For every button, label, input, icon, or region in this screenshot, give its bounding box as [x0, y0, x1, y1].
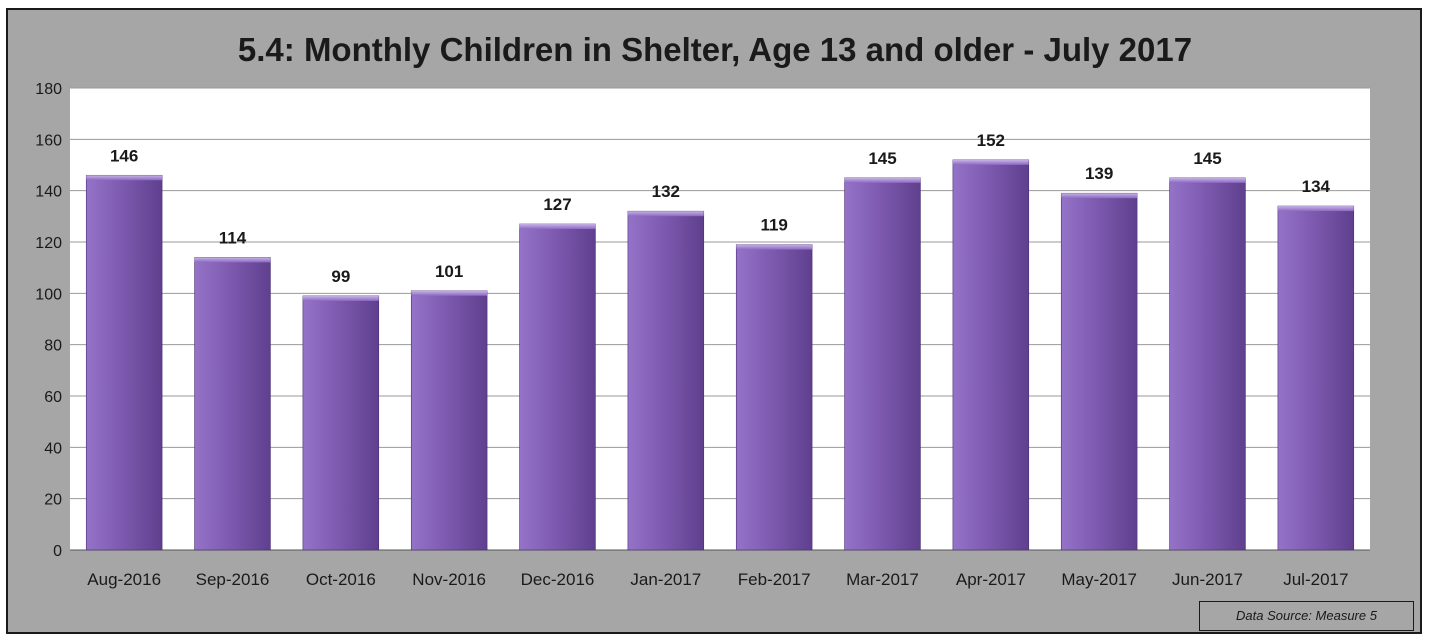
data-label: 99 — [331, 267, 350, 286]
bar-top-highlight — [1169, 177, 1246, 183]
bars — [85, 159, 1355, 551]
bar-top-highlight — [194, 257, 271, 263]
y-tick-label: 140 — [35, 184, 62, 201]
x-tick-label: May-2017 — [1061, 570, 1137, 589]
data-label: 114 — [219, 228, 247, 247]
y-tick-label: 180 — [35, 81, 62, 98]
x-tick-label: Nov-2016 — [412, 570, 486, 589]
bar — [844, 177, 921, 551]
y-tick-label: 0 — [53, 543, 62, 560]
bar — [952, 159, 1030, 551]
data-source-note: Data Source: Measure 5 — [1199, 601, 1414, 631]
x-tick-label: Apr-2017 — [956, 570, 1026, 589]
data-label: 132 — [652, 182, 680, 201]
bar-top-highlight — [736, 244, 813, 250]
bar — [519, 223, 596, 551]
x-tick-label: Oct-2016 — [306, 570, 376, 589]
data-label: 145 — [868, 149, 896, 168]
bar-top-highlight — [844, 177, 921, 183]
bar-top-highlight — [952, 159, 1029, 165]
y-axis: 0 20 40 60 80 100 120 140 160 180 — [35, 81, 62, 560]
gridlines — [70, 87, 1370, 551]
data-label: 145 — [1193, 149, 1221, 168]
data-label: 134 — [1302, 177, 1331, 196]
x-tick-label: Jan-2017 — [630, 570, 701, 589]
y-tick-label: 80 — [44, 338, 62, 355]
y-tick-label: 100 — [35, 286, 62, 303]
y-tick-label: 160 — [35, 132, 62, 149]
x-tick-label: Sep-2016 — [196, 570, 270, 589]
bar — [1277, 205, 1355, 551]
bar-top-highlight — [1277, 206, 1354, 212]
y-tick-label: 120 — [35, 235, 62, 252]
bar-top-highlight — [86, 175, 163, 181]
bar — [410, 290, 488, 551]
bar — [1060, 192, 1138, 551]
bar — [85, 174, 163, 551]
x-tick-label: Jun-2017 — [1172, 570, 1243, 589]
y-tick-label: 60 — [44, 389, 62, 406]
data-label: 101 — [435, 262, 463, 281]
x-tick-label: Aug-2016 — [87, 570, 161, 589]
bar-top-highlight — [411, 290, 488, 296]
data-label: 139 — [1085, 164, 1113, 183]
x-tick-label: Mar-2017 — [846, 570, 919, 589]
plot-area — [70, 88, 1370, 550]
data-labels: 146 114 99 101 127 132 119 145 152 139 145 134 — [110, 131, 1331, 286]
x-axis: Aug-2016 Sep-2016 Oct-2016 Nov-2016 Dec-2016… — [87, 570, 1348, 589]
bar-top-highlight — [302, 295, 379, 301]
data-label: 127 — [543, 195, 571, 214]
x-tick-label: Dec-2016 — [521, 570, 595, 589]
bar-top-highlight — [519, 224, 596, 230]
x-tick-label: Feb-2017 — [738, 570, 811, 589]
chart-title: 5.4: Monthly Children in Shelter, Age 13… — [237, 31, 1193, 68]
bar — [302, 295, 380, 551]
x-tick-label: Jul-2017 — [1283, 570, 1348, 589]
bar-top-highlight — [1061, 193, 1138, 199]
data-label: 119 — [760, 216, 787, 235]
data-label: 152 — [977, 131, 1005, 150]
bar — [1169, 177, 1246, 551]
bar — [194, 257, 271, 551]
bar — [735, 244, 813, 551]
data-label: 146 — [110, 146, 138, 165]
y-tick-label: 40 — [44, 440, 62, 457]
bar-top-highlight — [627, 211, 704, 217]
y-tick-label: 20 — [44, 492, 62, 509]
bar — [627, 210, 705, 551]
